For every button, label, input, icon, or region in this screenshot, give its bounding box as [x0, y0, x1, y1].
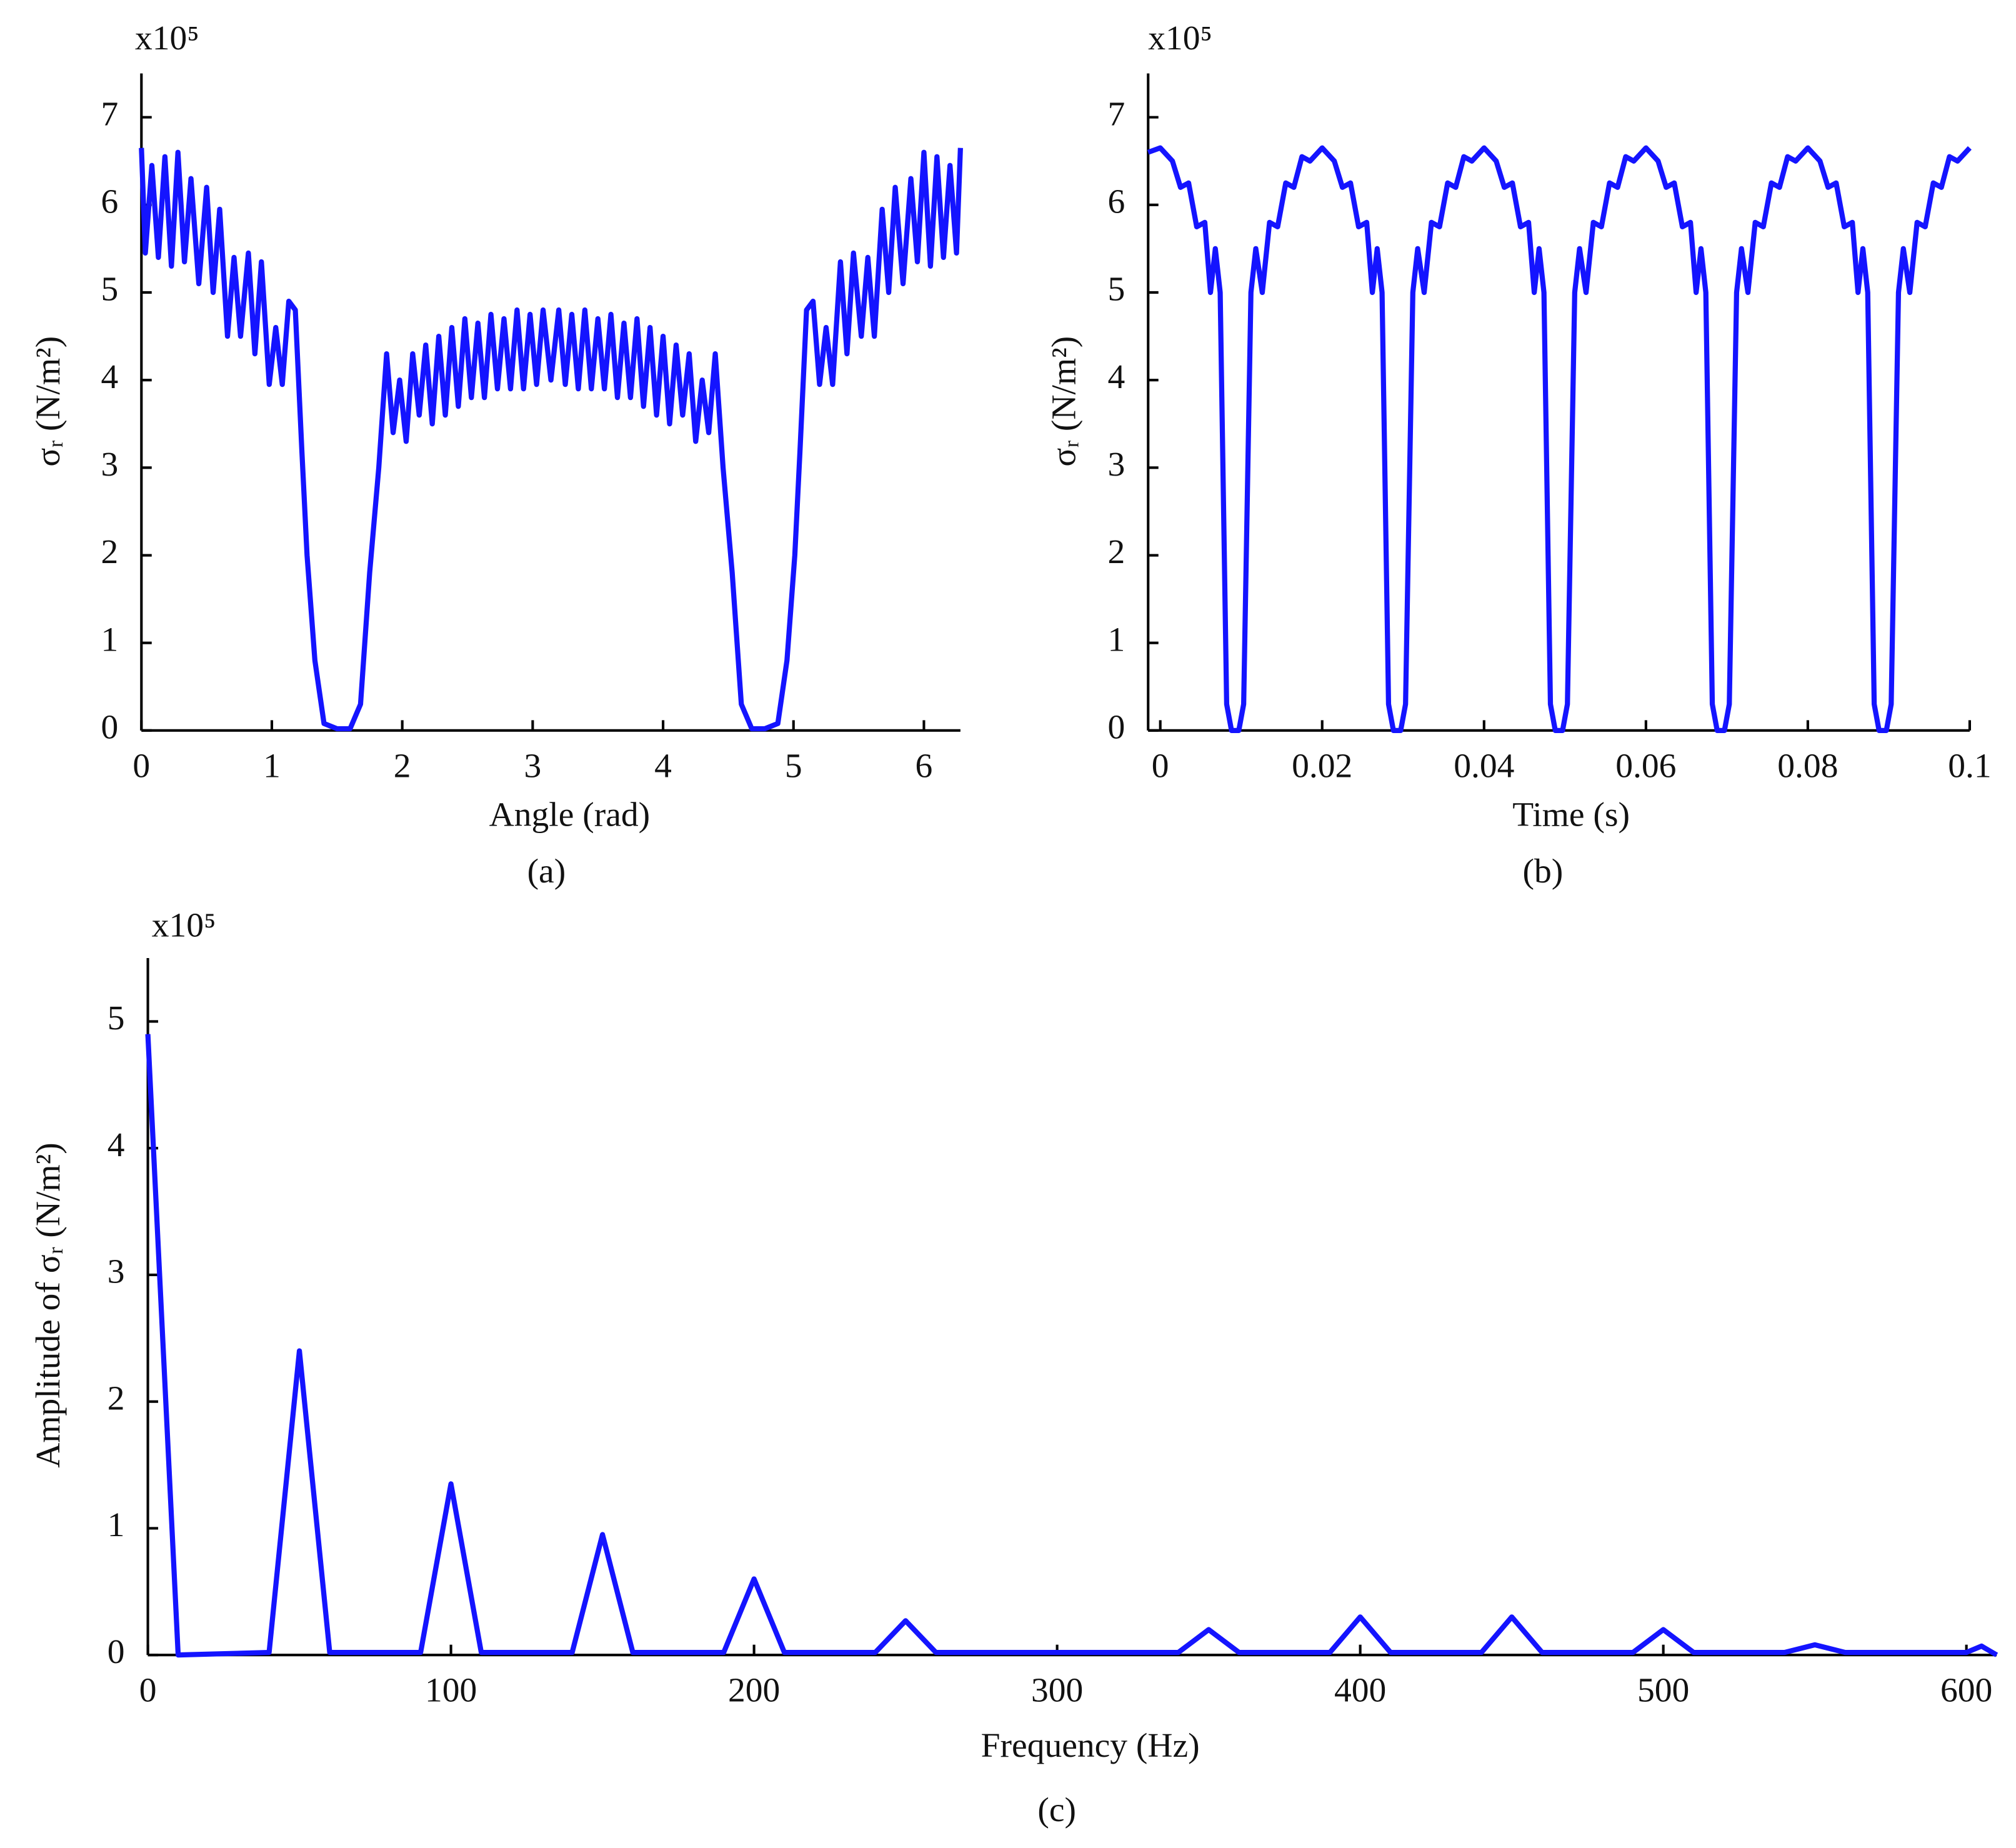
y-tick-label: 0 [1107, 709, 1125, 747]
x-tick-label: 1 [263, 747, 281, 785]
x-tick-label: 0.08 [1777, 747, 1838, 785]
data-line [139, 147, 963, 732]
y-tick-label: 4 [1107, 358, 1125, 396]
x-tick-label: 200 [728, 1672, 780, 1710]
x-axis-label: Time (s) [1512, 796, 1630, 834]
y-multiplier: x10⁵ [152, 906, 216, 944]
panel-label: (b) [1522, 852, 1563, 891]
data-line [1147, 145, 1972, 733]
y-multiplier: x10⁵ [135, 19, 199, 57]
y-tick-label: 6 [1107, 183, 1125, 221]
x-tick-label: 0.1 [1948, 747, 1991, 785]
x-tick-label: 6 [916, 747, 933, 785]
x-tick-label: 0.02 [1292, 747, 1352, 785]
x-tick-label: 300 [1031, 1672, 1083, 1710]
y-axis-label: Amplitude of σᵣ (N/m²) [29, 1142, 67, 1467]
y-tick-label: 1 [101, 621, 119, 659]
y-tick-label: 5 [1107, 271, 1125, 309]
y-tick-label: 7 [101, 95, 119, 133]
y-tick-label: 1 [1107, 621, 1125, 659]
y-multiplier: x10⁵ [1148, 19, 1212, 57]
y-axis-label: σᵣ (N/m²) [29, 336, 67, 467]
y-tick-label: 0 [107, 1633, 125, 1671]
x-tick-label: 600 [1940, 1672, 1992, 1710]
y-tick-label: 2 [1107, 533, 1125, 571]
x-tick-label: 400 [1334, 1672, 1386, 1710]
y-tick-label: 4 [101, 358, 119, 396]
y-tick-label: 5 [107, 999, 125, 1037]
y-tick-label: 3 [107, 1253, 125, 1291]
x-tick-label: 0.06 [1615, 747, 1676, 785]
panel-label: (c) [1037, 1791, 1076, 1829]
x-axis-label: Frequency (Hz) [981, 1727, 1200, 1765]
y-tick-label: 5 [101, 271, 119, 309]
x-tick-label: 0 [139, 1672, 157, 1710]
y-tick-label: 4 [107, 1126, 125, 1164]
x-tick-label: 5 [785, 747, 802, 785]
x-tick-label: 2 [394, 747, 411, 785]
x-tick-label: 3 [524, 747, 541, 785]
x-tick-label: 500 [1637, 1672, 1689, 1710]
y-tick-label: 2 [107, 1379, 125, 1417]
x-tick-label: 100 [425, 1672, 477, 1710]
data-line [145, 1034, 1999, 1658]
y-tick-label: 3 [1107, 446, 1125, 484]
y-tick-label: 0 [101, 709, 119, 747]
y-tick-label: 1 [107, 1506, 125, 1544]
y-axis-label: σᵣ (N/m²) [1045, 336, 1083, 467]
x-axis-label: Angle (rad) [489, 796, 650, 834]
y-tick-label: 3 [101, 446, 119, 484]
y-tick-label: 2 [101, 533, 119, 571]
x-tick-label: 0 [132, 747, 150, 785]
y-tick-label: 7 [1107, 95, 1125, 133]
x-tick-label: 0 [1152, 747, 1169, 785]
x-tick-label: 0.04 [1454, 747, 1514, 785]
y-tick-label: 6 [101, 183, 119, 221]
panel-label: (a) [527, 852, 566, 891]
x-tick-label: 4 [654, 747, 672, 785]
